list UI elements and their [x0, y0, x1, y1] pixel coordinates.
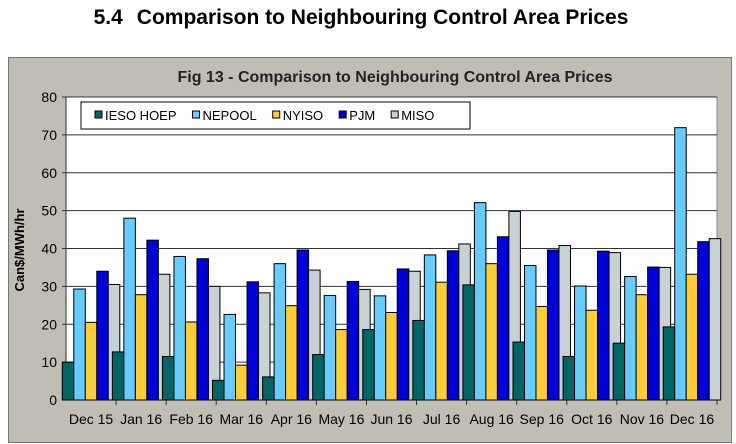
bar-nyiso [535, 305, 548, 401]
section-heading: 5.4 Comparison to Neighbouring Control Ar… [0, 6, 736, 30]
bar-pjm [346, 280, 360, 401]
bar-nyiso [84, 321, 98, 401]
bar-pjm [96, 270, 109, 401]
y-tick-label: 70 [41, 127, 57, 143]
bar-nepool [574, 285, 587, 401]
y-tick-label: 20 [41, 316, 57, 332]
legend-label: MISO [401, 108, 434, 123]
bar-nepool [223, 313, 237, 401]
bar-nepool [423, 254, 437, 401]
y-tick-label: 30 [41, 278, 57, 294]
bar-pjm [496, 236, 510, 401]
bar-nyiso [385, 312, 398, 401]
bar-pjm [146, 239, 159, 401]
bar-ieso-hoep [462, 284, 475, 401]
bar-ieso-hoep [161, 355, 175, 401]
bar-ieso-hoep [562, 355, 576, 401]
y-tick-label: 40 [41, 241, 57, 257]
legend-swatch [272, 110, 281, 119]
x-tick-label: Sep 16 [520, 411, 565, 427]
bar-ieso-hoep [262, 376, 275, 401]
bar-pjm [446, 250, 460, 401]
bar-pjm [647, 266, 660, 401]
y-axis-label: Can$/MWh/hr [12, 208, 27, 291]
bar-nyiso [585, 309, 599, 401]
bar-nyiso [235, 364, 248, 401]
bar-nepool [473, 202, 487, 401]
bar-ieso-hoep [512, 341, 525, 401]
bar-ieso-hoep [212, 379, 225, 401]
y-tick-label: 0 [49, 392, 57, 408]
x-tick-label: Dec 15 [69, 411, 114, 427]
x-tick-label: Aug 16 [469, 411, 514, 427]
x-tick-label: Oct 16 [571, 411, 612, 427]
bar-ieso-hoep [61, 361, 75, 401]
bar-ieso-hoep [412, 319, 425, 401]
bar-nepool [674, 127, 687, 401]
bar-ieso-hoep [612, 342, 626, 401]
bar-pjm [246, 281, 260, 401]
bar-nepool [273, 263, 287, 401]
legend-label: NYISO [283, 108, 323, 123]
section-number: 5.4 [93, 6, 123, 29]
bar-nyiso [285, 305, 298, 401]
x-tick-label: Dec 16 [670, 411, 715, 427]
x-tick-label: Apr 16 [271, 411, 312, 427]
bar-nepool [73, 288, 86, 401]
bar-nepool [373, 295, 387, 401]
legend-label: PJM [349, 108, 375, 123]
x-tick-label: Nov 16 [620, 411, 665, 427]
y-tick-label: 60 [41, 165, 57, 181]
bar-nepool [523, 265, 537, 401]
legend-swatch [338, 110, 347, 119]
section-title: Comparison to Neighbouring Control Area … [136, 6, 629, 29]
bar-ieso-hoep [362, 329, 375, 401]
bar-nepool [123, 217, 136, 401]
legend-swatch [94, 110, 103, 119]
bar-pjm [396, 268, 410, 401]
x-tick-label: May 16 [318, 411, 364, 427]
x-tick-label: Jun 16 [370, 411, 412, 427]
x-tick-label: Jul 16 [423, 411, 461, 427]
bar-pjm [697, 241, 710, 401]
bar-nyiso [435, 281, 448, 401]
bar-ieso-hoep [111, 351, 125, 401]
legend-swatch [390, 110, 399, 119]
bar-nyiso [184, 321, 198, 401]
bar-miso [708, 238, 722, 401]
y-tick-label: 80 [41, 89, 57, 105]
bar-nyiso [134, 294, 148, 401]
bar-nepool [173, 255, 186, 401]
bar-pjm [196, 258, 209, 401]
bar-nyiso [335, 329, 348, 401]
legend-label: IESO HOEP [105, 108, 177, 123]
bar-nyiso [635, 294, 649, 401]
bar-nepool [624, 276, 637, 401]
legend-label: NEPOOL [203, 108, 257, 123]
bar-ieso-hoep [662, 326, 676, 401]
bar-nepool [323, 294, 337, 401]
bar-pjm [546, 249, 560, 401]
legend-swatch [192, 110, 201, 119]
bar-ieso-hoep [312, 354, 325, 401]
bar-pjm [296, 249, 310, 401]
bar-pjm [597, 250, 610, 401]
x-tick-label: Feb 16 [169, 411, 213, 427]
x-tick-label: Jan 16 [120, 411, 162, 427]
y-tick-label: 10 [41, 354, 57, 370]
bar-nyiso [485, 263, 498, 401]
y-tick-label: 50 [41, 203, 57, 219]
x-tick-label: Mar 16 [219, 411, 263, 427]
chart-title: Fig 13 - Comparison to Neighbouring Cont… [177, 69, 612, 86]
bar-nyiso [685, 273, 699, 401]
